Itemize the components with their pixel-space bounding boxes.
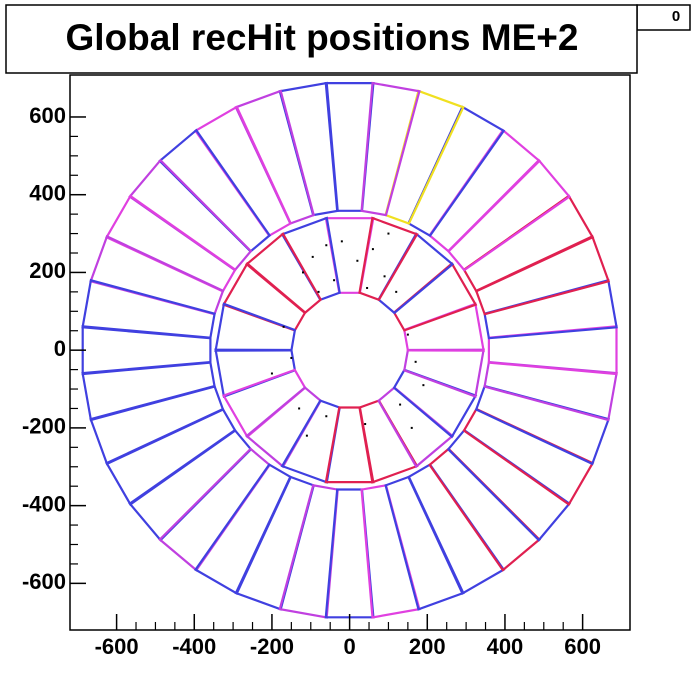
x-tick-label: 400 [487, 634, 524, 659]
chamber [358, 216, 419, 302]
hit [422, 384, 425, 387]
hit [325, 244, 328, 247]
x-tick-label: -200 [250, 634, 294, 659]
y-tick-label: -600 [22, 569, 66, 594]
y-tick-label: -400 [22, 491, 66, 516]
hit [270, 372, 273, 375]
x-tick-label: -400 [172, 634, 216, 659]
hit [364, 423, 367, 426]
title-box [5, 4, 638, 74]
hit [340, 240, 343, 243]
hit [356, 259, 359, 262]
hit [282, 325, 285, 328]
hit [325, 415, 328, 418]
hit [366, 286, 369, 289]
y-tick-label: -200 [22, 414, 66, 439]
x-tick-label: 200 [409, 634, 446, 659]
stats-box [636, 4, 691, 31]
hit [406, 333, 409, 336]
hit [395, 290, 398, 293]
hit [290, 356, 293, 359]
hit [387, 232, 390, 235]
hit [317, 290, 320, 293]
hit [371, 248, 374, 251]
y-tick-label: 0 [54, 336, 66, 361]
hit [305, 434, 308, 437]
y-tick-label: 600 [29, 103, 66, 128]
hit [414, 360, 417, 363]
hit [302, 271, 305, 274]
hit [298, 407, 301, 410]
x-tick-label: 600 [564, 634, 601, 659]
hit [383, 275, 386, 278]
y-tick-label: 400 [29, 181, 66, 206]
hit [311, 255, 314, 258]
x-tick-label: -600 [95, 634, 139, 659]
chart-title: Global recHit positions ME+2 [66, 17, 579, 58]
plot-area: -600 -400 -200 0 200 400 600 -600 -400 -200 0 200 40… [22, 74, 631, 659]
y-tick-label: 200 [29, 258, 66, 283]
hit [333, 279, 336, 282]
hit [410, 426, 413, 429]
x-tick-label: 0 [343, 634, 355, 659]
stats-entries: 0 [672, 8, 680, 25]
chamber [360, 81, 421, 217]
hit [399, 403, 402, 406]
